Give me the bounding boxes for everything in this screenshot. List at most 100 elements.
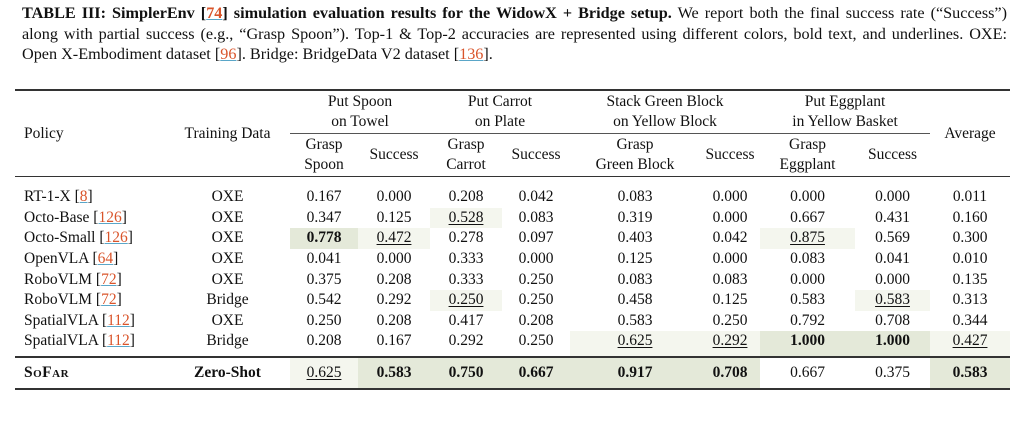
value-cell: 0.208 xyxy=(376,311,412,329)
header-task-block: Stack Green Block on Yellow Block xyxy=(570,90,761,134)
subheader-success: Success xyxy=(855,133,931,177)
subheader-grasp-green-block: Grasp Green Block xyxy=(570,133,700,177)
training-data-cell: OXE xyxy=(211,311,244,329)
value-cell: 0.667 xyxy=(790,208,825,226)
value-cell: 0.250 xyxy=(430,289,502,311)
value-cell: 0.667 xyxy=(760,355,856,390)
citation-link[interactable]: 136 xyxy=(459,45,484,63)
value-cell: 0.583 xyxy=(790,291,825,309)
training-data-cell: OXE xyxy=(211,270,244,288)
table-row: RoboVLM [72] OXE 0.375 0.208 0.333 0.250 0.083… xyxy=(15,269,1010,290)
value-cell: 0.000 xyxy=(790,270,825,288)
value-cell: 0.292 xyxy=(376,291,412,309)
value-cell: 0.125 xyxy=(617,250,653,268)
average-cell: 0.583 xyxy=(930,355,1011,390)
value-cell: 0.167 xyxy=(376,332,412,350)
value-cell: 0.167 xyxy=(306,188,342,206)
value-cell: 0.000 xyxy=(518,250,554,268)
value-cell: 0.292 xyxy=(700,331,761,357)
citation-link[interactable]: 72 xyxy=(101,270,117,288)
citation-link[interactable]: 64 xyxy=(97,250,114,268)
citation-link[interactable]: 126 xyxy=(104,229,128,247)
value-cell: 0.708 xyxy=(700,355,761,390)
value-cell: 0.250 xyxy=(518,270,554,288)
value-cell: 0.042 xyxy=(518,188,554,206)
caption-text-a: We report both the final success rate (“… xyxy=(22,4,1008,63)
value-cell: 0.208 xyxy=(518,311,554,329)
value-cell: 0.000 xyxy=(376,250,412,268)
value-cell: 0.083 xyxy=(617,188,653,206)
table-row: RoboVLM [72] Bridge 0.542 0.292 0.250 0.250 0.… xyxy=(15,289,1010,311)
caption-label: TABLE III: xyxy=(22,4,106,22)
value-cell: 0.625 xyxy=(570,331,700,357)
value-cell: 0.000 xyxy=(376,188,412,206)
value-cell: 0.792 xyxy=(790,311,825,329)
policy-cell: SpatialVLA [112] xyxy=(24,311,135,329)
policy-cell: RoboVLM [72] xyxy=(24,291,122,309)
citation-link[interactable]: 112 xyxy=(107,332,130,350)
training-data-cell: OXE xyxy=(211,208,244,226)
value-cell: 0.333 xyxy=(448,250,484,268)
value-cell: 0.569 xyxy=(875,229,910,247)
average-cell: 0.313 xyxy=(952,291,988,309)
header-average: Average xyxy=(930,90,1011,177)
value-cell: 0.667 xyxy=(502,355,570,390)
average-cell: 0.010 xyxy=(952,250,988,268)
value-cell: 0.208 xyxy=(448,188,484,206)
subheader-grasp-carrot: Grasp Carrot xyxy=(430,133,502,177)
header-task-spoon: Put Spoon on Towel xyxy=(290,90,430,134)
value-cell: 0.208 xyxy=(306,332,342,350)
value-cell: 0.000 xyxy=(790,188,825,206)
caption-title-b: ] simulation evaluation results for the … xyxy=(222,4,672,22)
value-cell: 0.375 xyxy=(855,355,931,390)
value-cell: 0.583 xyxy=(855,289,931,311)
value-cell: 0.250 xyxy=(306,311,342,329)
value-cell: 0.000 xyxy=(712,250,748,268)
table-row: OpenVLA [64] OXE 0.041 0.000 0.333 0.000 0.125… xyxy=(15,249,1010,270)
value-cell: 0.319 xyxy=(617,208,653,226)
value-cell: 0.583 xyxy=(358,355,430,390)
value-cell: 0.528 xyxy=(430,207,502,229)
subheader-success: Success xyxy=(700,133,761,177)
average-cell: 0.135 xyxy=(952,270,988,288)
value-cell: 0.250 xyxy=(712,311,748,329)
policy-cell: SpatialVLA [112] xyxy=(24,332,135,350)
value-cell: 0.208 xyxy=(376,270,412,288)
subheader-success: Success xyxy=(502,133,570,177)
training-data-cell: Bridge xyxy=(206,291,249,309)
average-cell: 0.160 xyxy=(952,208,988,226)
table-row: SpatialVLA [112] Bridge 0.208 0.167 0.292 0.2… xyxy=(15,331,1011,357)
value-cell: 0.278 xyxy=(448,229,484,247)
value-cell: 0.083 xyxy=(518,208,554,226)
value-cell: 0.292 xyxy=(448,332,484,350)
value-cell: 0.041 xyxy=(875,250,910,268)
average-cell: 0.300 xyxy=(952,229,988,247)
value-cell: 0.778 xyxy=(290,228,358,249)
subheader-grasp-eggplant: Grasp Eggplant xyxy=(760,133,856,177)
value-cell: 0.625 xyxy=(290,355,358,390)
citation-link[interactable]: 72 xyxy=(101,291,117,309)
subheader-grasp-spoon: Grasp Spoon xyxy=(290,133,358,177)
citation-link[interactable]: 112 xyxy=(107,311,130,329)
citation-link[interactable]: 96 xyxy=(220,45,237,63)
value-cell: 0.458 xyxy=(617,291,653,309)
results-table: Policy Training Data Put Spoon on Towel P… xyxy=(15,89,1011,390)
citation-link[interactable]: 8 xyxy=(79,188,88,206)
value-cell: 0.125 xyxy=(376,208,412,226)
header-policy: Policy xyxy=(15,90,165,177)
average-cell: 0.427 xyxy=(930,331,1011,357)
table-row: SoFar Zero-Shot 0.625 0.583 0.750 0.667 0.917 0… xyxy=(15,355,1011,390)
training-data-cell: Zero-Shot xyxy=(165,355,290,390)
value-cell: 0.708 xyxy=(875,311,910,329)
table-row: RT-1-X [8] OXE 0.167 0.000 0.208 0.042 0.083 0.… xyxy=(15,177,1010,208)
table-row: Octo-Small [126] OXE 0.778 0.472 0.278 0.097 0… xyxy=(15,228,1010,249)
value-cell: 0.750 xyxy=(430,355,502,390)
policy-cell: RoboVLM [72] xyxy=(24,270,122,288)
value-cell: 0.347 xyxy=(306,208,342,226)
value-cell: 0.000 xyxy=(712,188,748,206)
citation-link[interactable]: 126 xyxy=(98,208,122,226)
header-task-eggplant: Put Eggplant in Yellow Basket xyxy=(760,90,931,134)
value-cell: 0.542 xyxy=(306,291,342,309)
citation-link[interactable]: 74 xyxy=(206,4,223,22)
training-data-cell: Bridge xyxy=(206,332,249,350)
